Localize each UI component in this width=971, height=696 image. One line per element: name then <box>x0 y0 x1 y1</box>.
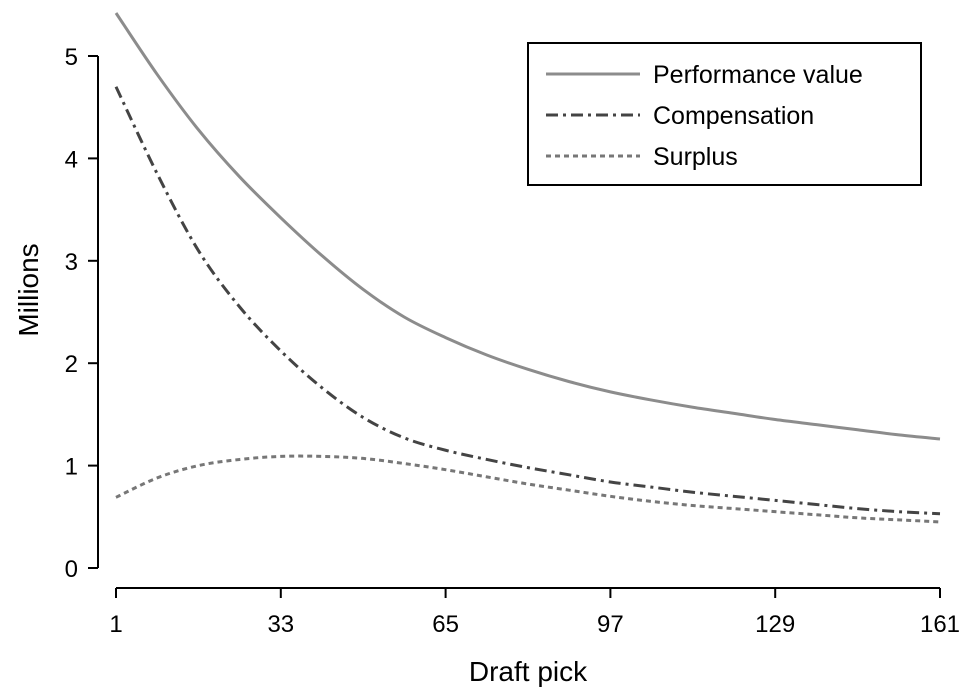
axes: 0 1 2 3 4 5 1 33 65 97 129 161 <box>65 44 960 638</box>
legend-box <box>527 42 922 186</box>
x-tick-label: 33 <box>267 611 294 638</box>
y-tick-label: 3 <box>65 249 78 276</box>
legend-label: Surplus <box>653 143 738 171</box>
legend-label: Compensation <box>653 102 814 130</box>
x-ticks: 1 33 65 97 129 161 <box>109 588 960 638</box>
x-tick-label: 129 <box>755 611 795 638</box>
x-tick-label: 97 <box>597 611 624 638</box>
x-tick-label: 1 <box>109 611 122 638</box>
y-tick-label: 4 <box>65 146 78 173</box>
x-tick-label: 161 <box>920 611 960 638</box>
x-tick-label: 65 <box>432 611 459 638</box>
legend: Performance value Compensation Surplus <box>527 42 922 186</box>
series-line-compensation <box>114 86 941 516</box>
legend-label: Performance value <box>653 61 863 89</box>
plot-lines <box>114 12 941 524</box>
y-tick-label: 0 <box>65 556 78 583</box>
legend-items: Performance value Compensation Surplus <box>546 61 863 171</box>
y-tick-label: 5 <box>65 44 78 71</box>
y-ticks: 0 1 2 3 4 5 <box>65 44 98 583</box>
y-axis-title: Millions <box>13 243 44 336</box>
y-tick-label: 2 <box>65 351 78 378</box>
series-line-surplus <box>115 454 941 524</box>
series-line-performance-value <box>114 12 941 441</box>
x-axis-title: Draft pick <box>469 656 588 687</box>
y-tick-label: 1 <box>65 454 78 481</box>
